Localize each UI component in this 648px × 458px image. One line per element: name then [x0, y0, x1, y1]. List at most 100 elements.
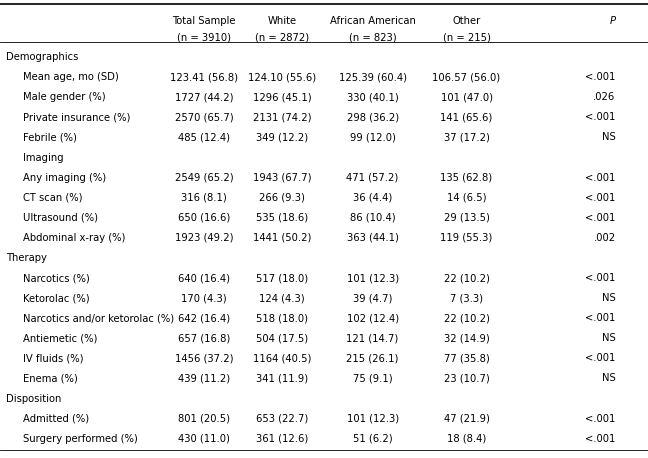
Text: 1943 (67.7): 1943 (67.7) — [253, 173, 311, 183]
Text: <.001: <.001 — [585, 173, 616, 183]
Text: P: P — [610, 16, 616, 27]
Text: 653 (22.7): 653 (22.7) — [256, 414, 308, 424]
Text: <.001: <.001 — [585, 72, 616, 82]
Text: IV fluids (%): IV fluids (%) — [23, 354, 83, 363]
Text: NS: NS — [602, 293, 616, 303]
Text: 170 (4.3): 170 (4.3) — [181, 293, 227, 303]
Text: Enema (%): Enema (%) — [23, 373, 77, 383]
Text: 37 (17.2): 37 (17.2) — [444, 132, 489, 142]
Text: 349 (12.2): 349 (12.2) — [256, 132, 308, 142]
Text: 7 (3.3): 7 (3.3) — [450, 293, 483, 303]
Text: CT scan (%): CT scan (%) — [23, 193, 82, 203]
Text: 430 (11.0): 430 (11.0) — [178, 434, 230, 444]
Text: 101 (12.3): 101 (12.3) — [347, 273, 399, 283]
Text: Mean age, mo (SD): Mean age, mo (SD) — [23, 72, 119, 82]
Text: 51 (6.2): 51 (6.2) — [353, 434, 393, 444]
Text: Abdominal x-ray (%): Abdominal x-ray (%) — [23, 233, 125, 243]
Text: <.001: <.001 — [585, 354, 616, 363]
Text: NS: NS — [602, 132, 616, 142]
Text: 518 (18.0): 518 (18.0) — [256, 313, 308, 323]
Text: <.001: <.001 — [585, 213, 616, 223]
Text: 86 (10.4): 86 (10.4) — [350, 213, 395, 223]
Text: 29 (13.5): 29 (13.5) — [444, 213, 489, 223]
Text: <.001: <.001 — [585, 112, 616, 122]
Text: 39 (4.7): 39 (4.7) — [353, 293, 392, 303]
Text: 650 (16.6): 650 (16.6) — [178, 213, 230, 223]
Text: Any imaging (%): Any imaging (%) — [23, 173, 106, 183]
Text: 124 (4.3): 124 (4.3) — [259, 293, 305, 303]
Text: Surgery performed (%): Surgery performed (%) — [23, 434, 137, 444]
Text: 657 (16.8): 657 (16.8) — [178, 333, 230, 344]
Text: 2570 (65.7): 2570 (65.7) — [175, 112, 233, 122]
Text: 22 (10.2): 22 (10.2) — [444, 313, 489, 323]
Text: 640 (16.4): 640 (16.4) — [178, 273, 230, 283]
Text: 316 (8.1): 316 (8.1) — [181, 193, 227, 203]
Text: 135 (62.8): 135 (62.8) — [441, 173, 492, 183]
Text: 106.57 (56.0): 106.57 (56.0) — [432, 72, 501, 82]
Text: Male gender (%): Male gender (%) — [23, 93, 106, 102]
Text: NS: NS — [602, 333, 616, 344]
Text: 535 (18.6): 535 (18.6) — [256, 213, 308, 223]
Text: 75 (9.1): 75 (9.1) — [353, 373, 393, 383]
Text: 123.41 (56.8): 123.41 (56.8) — [170, 72, 238, 82]
Text: 32 (14.9): 32 (14.9) — [444, 333, 489, 344]
Text: 23 (10.7): 23 (10.7) — [444, 373, 489, 383]
Text: 504 (17.5): 504 (17.5) — [256, 333, 308, 344]
Text: Total Sample: Total Sample — [172, 16, 236, 27]
Text: Narcotics (%): Narcotics (%) — [23, 273, 89, 283]
Text: African American: African American — [330, 16, 415, 27]
Text: 471 (57.2): 471 (57.2) — [347, 173, 399, 183]
Text: 517 (18.0): 517 (18.0) — [256, 273, 308, 283]
Text: Demographics: Demographics — [6, 52, 79, 62]
Text: 36 (4.4): 36 (4.4) — [353, 193, 392, 203]
Text: 485 (12.4): 485 (12.4) — [178, 132, 230, 142]
Text: Private insurance (%): Private insurance (%) — [23, 112, 130, 122]
Text: 1727 (44.2): 1727 (44.2) — [175, 93, 233, 102]
Text: 1456 (37.2): 1456 (37.2) — [175, 354, 233, 363]
Text: 18 (8.4): 18 (8.4) — [447, 434, 486, 444]
Text: .002: .002 — [594, 233, 616, 243]
Text: (n = 3910): (n = 3910) — [177, 32, 231, 42]
Text: 1164 (40.5): 1164 (40.5) — [253, 354, 311, 363]
Text: Disposition: Disposition — [6, 393, 62, 403]
Text: 1296 (45.1): 1296 (45.1) — [253, 93, 311, 102]
Text: <.001: <.001 — [585, 313, 616, 323]
Text: 1923 (49.2): 1923 (49.2) — [175, 233, 233, 243]
Text: <.001: <.001 — [585, 273, 616, 283]
Text: Ultrasound (%): Ultrasound (%) — [23, 213, 98, 223]
Text: 124.10 (55.6): 124.10 (55.6) — [248, 72, 316, 82]
Text: (n = 2872): (n = 2872) — [255, 32, 309, 42]
Text: Admitted (%): Admitted (%) — [23, 414, 89, 424]
Text: 801 (20.5): 801 (20.5) — [178, 414, 230, 424]
Text: White: White — [268, 16, 296, 27]
Text: 101 (47.0): 101 (47.0) — [441, 93, 492, 102]
Text: 141 (65.6): 141 (65.6) — [441, 112, 492, 122]
Text: 439 (11.2): 439 (11.2) — [178, 373, 230, 383]
Text: 47 (21.9): 47 (21.9) — [444, 414, 489, 424]
Text: 642 (16.4): 642 (16.4) — [178, 313, 230, 323]
Text: 99 (12.0): 99 (12.0) — [350, 132, 395, 142]
Text: 1441 (50.2): 1441 (50.2) — [253, 233, 311, 243]
Text: NS: NS — [602, 373, 616, 383]
Text: 298 (36.2): 298 (36.2) — [347, 112, 399, 122]
Text: 102 (12.4): 102 (12.4) — [347, 313, 399, 323]
Text: 2549 (65.2): 2549 (65.2) — [175, 173, 233, 183]
Text: Therapy: Therapy — [6, 253, 47, 263]
Text: Narcotics and/or ketorolac (%): Narcotics and/or ketorolac (%) — [23, 313, 174, 323]
Text: 125.39 (60.4): 125.39 (60.4) — [339, 72, 406, 82]
Text: Antiemetic (%): Antiemetic (%) — [23, 333, 97, 344]
Text: 266 (9.3): 266 (9.3) — [259, 193, 305, 203]
Text: 101 (12.3): 101 (12.3) — [347, 414, 399, 424]
Text: Imaging: Imaging — [23, 153, 64, 163]
Text: 363 (44.1): 363 (44.1) — [347, 233, 399, 243]
Text: 215 (26.1): 215 (26.1) — [347, 354, 399, 363]
Text: <.001: <.001 — [585, 434, 616, 444]
Text: 361 (12.6): 361 (12.6) — [256, 434, 308, 444]
Text: Ketorolac (%): Ketorolac (%) — [23, 293, 89, 303]
Text: 77 (35.8): 77 (35.8) — [444, 354, 489, 363]
Text: 22 (10.2): 22 (10.2) — [444, 273, 489, 283]
Text: <.001: <.001 — [585, 193, 616, 203]
Text: 119 (55.3): 119 (55.3) — [441, 233, 492, 243]
Text: 330 (40.1): 330 (40.1) — [347, 93, 399, 102]
Text: <.001: <.001 — [585, 414, 616, 424]
